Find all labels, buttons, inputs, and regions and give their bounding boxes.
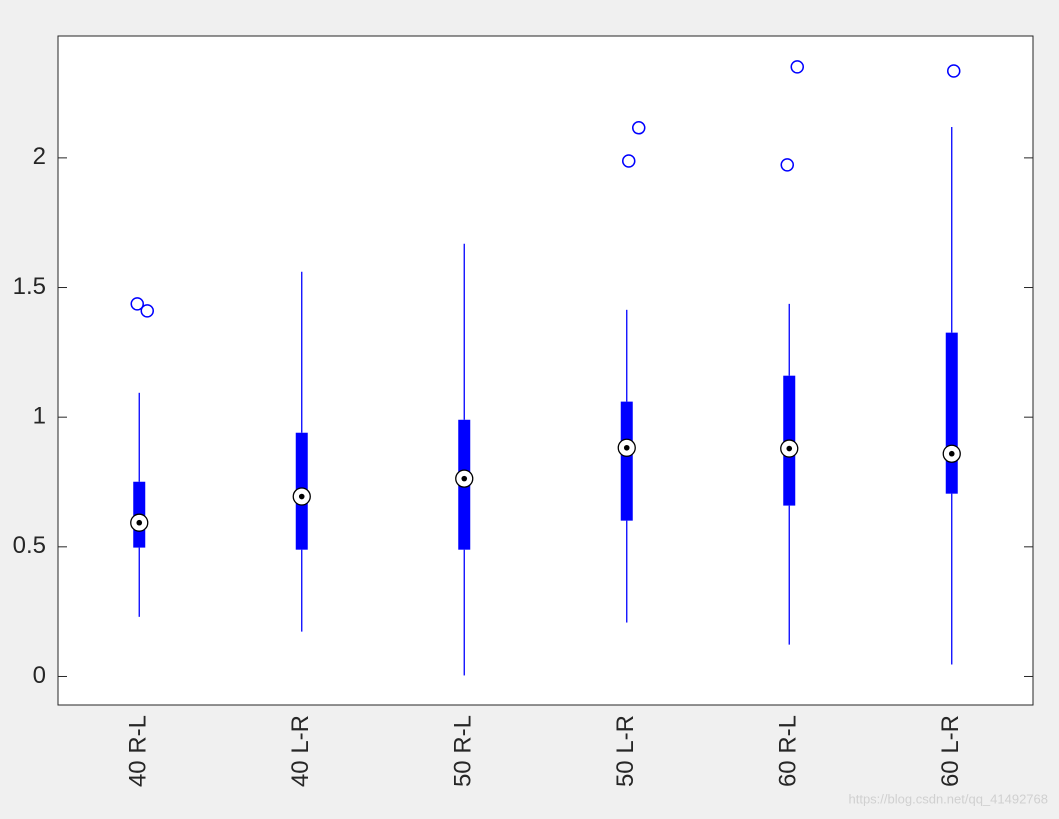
- outlier: [140, 304, 154, 318]
- outlier: [780, 158, 794, 172]
- y-tick-label: 0: [33, 662, 46, 689]
- x-tick-label: 40 L-R: [287, 715, 314, 787]
- outlier: [632, 121, 646, 135]
- watermark: https://blog.csdn.net/qq_41492768: [849, 791, 1049, 806]
- plot-area: [57, 35, 1034, 706]
- box: [620, 401, 633, 521]
- y-tick-label: 1: [33, 403, 46, 430]
- median-dot: [298, 493, 305, 500]
- outlier: [790, 60, 804, 74]
- median-dot: [136, 519, 143, 526]
- median-dot: [623, 444, 630, 451]
- y-tick-label: 1.5: [13, 273, 46, 300]
- x-tick-label: 50 R-L: [450, 715, 477, 787]
- outlier: [622, 154, 636, 168]
- median-dot: [461, 475, 468, 482]
- y-tick-label: 0.5: [13, 532, 46, 559]
- x-tick-label: 60 L-R: [937, 715, 964, 787]
- x-tick-label: 40 R-L: [125, 715, 152, 787]
- y-tick-label: 2: [33, 143, 46, 170]
- x-tick-label: 50 L-R: [612, 715, 639, 787]
- outlier: [947, 64, 961, 78]
- box: [945, 332, 958, 494]
- x-tick-label: 60 R-L: [775, 715, 802, 787]
- median-dot: [786, 445, 793, 452]
- median-dot: [948, 450, 955, 457]
- outlier: [130, 297, 144, 311]
